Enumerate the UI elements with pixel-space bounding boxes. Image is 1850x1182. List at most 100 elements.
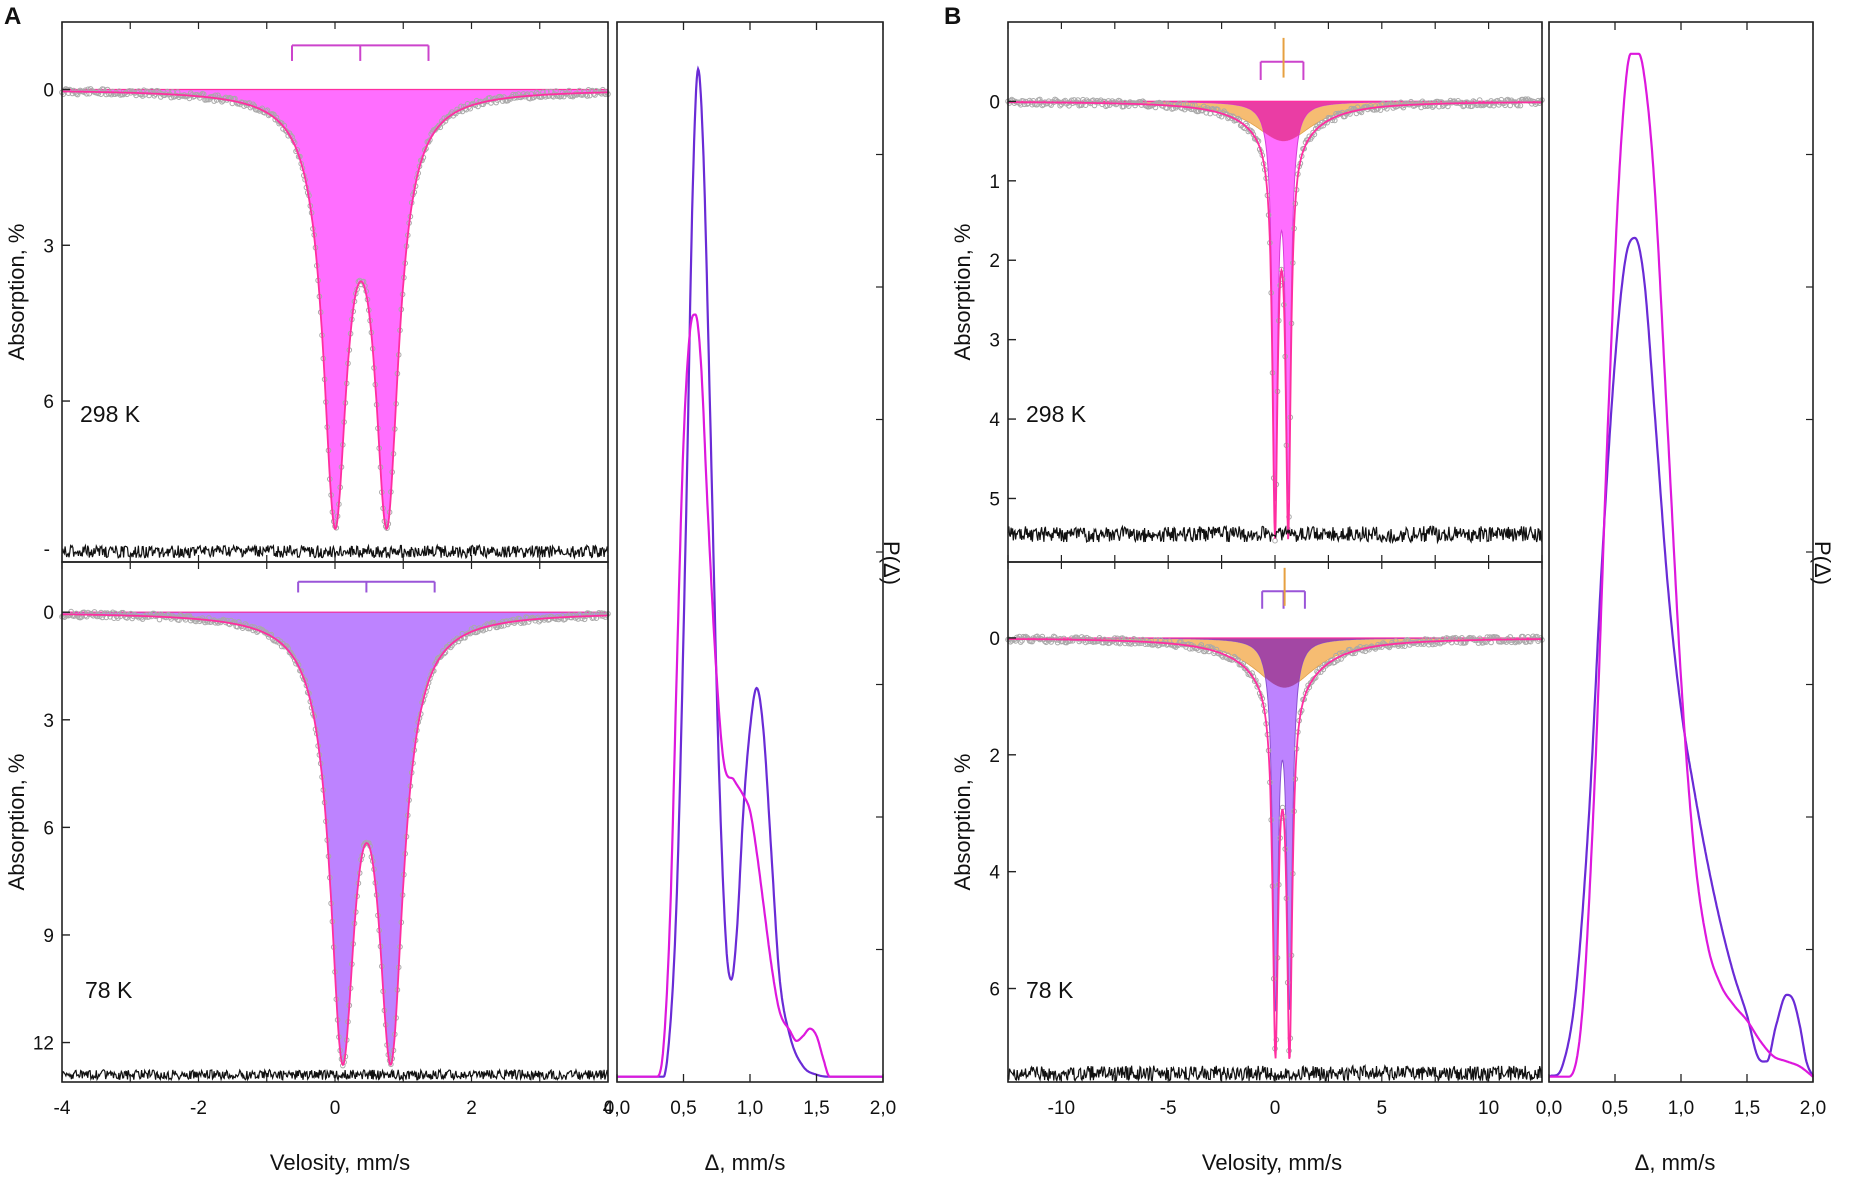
data-point: [161, 92, 168, 99]
axis-ticks: 0 3 6 9 12 -4 -2 0 2 4: [33, 562, 614, 1119]
plot-frame: [616, 21, 884, 1083]
y-tick-label: 4: [989, 410, 1000, 431]
temperature-label: 78 K: [1026, 977, 1074, 1003]
panel-b-p-delta-ylabel: P(Δ): [1810, 541, 1835, 585]
data-point: [1471, 99, 1478, 105]
y-axis-label: Absorption, %: [4, 224, 29, 361]
axis-ticks: 0,0 0,5 1,0 1,5 2,0: [1536, 22, 1826, 1119]
residual-curve: [1007, 524, 1543, 545]
x-tick-label: 0,0: [1536, 1098, 1562, 1119]
distribution-curve-298k: [617, 313, 883, 1078]
distribution-curve-78k: [617, 65, 883, 1078]
x-tick-label: 1,5: [803, 1098, 829, 1119]
panel-b-letter: B: [944, 3, 961, 30]
y-tick-label: 9: [43, 926, 54, 947]
spectrum-a-78k: 0 3 6 9 12 -4 -2 0 2 4 Absorption, % 78 K: [4, 561, 614, 1119]
data-point: [1305, 137, 1311, 143]
x-tick-label: 0,5: [670, 1098, 696, 1119]
x-tick-label: -2: [190, 1098, 207, 1119]
panel-a-delta-xlabel: Δ, mm/s: [705, 1150, 786, 1175]
panel-b: B Velosity, mm/s Δ, mm/s P(Δ): [944, 3, 1835, 1175]
y-tick-label: 3: [43, 711, 54, 732]
x-tick-label: 5: [1377, 1098, 1388, 1119]
y-axis-label: Absorption, %: [950, 224, 975, 361]
x-tick-label: 0,5: [1602, 1098, 1628, 1119]
panel-a-letter: A: [4, 3, 21, 30]
spectrum-b-298k: 0 1 2 3 4 5 Absorption, % 298 K: [950, 21, 1545, 563]
residual-curve: [1007, 1063, 1543, 1083]
x-tick-label: -10: [1048, 1098, 1075, 1119]
doublet-component-fill: [61, 89, 609, 530]
panel-b-delta-xlabel: Δ, mm/s: [1635, 1150, 1716, 1175]
overlap-region-fill: [1008, 638, 1542, 688]
data-point: [572, 615, 579, 621]
y-tick-label: 12: [33, 1034, 54, 1055]
data-point: [501, 94, 507, 100]
x-tick-label: 2,0: [870, 1098, 896, 1119]
panel-b-velocity-xlabel: Velosity, mm/s: [1202, 1150, 1342, 1175]
axis-ticks: 0,0 0,5 1,0 1,5 2,0: [604, 22, 896, 1119]
x-tick-label: 0: [1270, 1098, 1281, 1119]
data-point: [1272, 537, 1278, 544]
y-tick-label: 2: [989, 251, 1000, 272]
line-position-markers: [1259, 37, 1305, 80]
data-point: [1087, 638, 1094, 645]
x-tick-label: -4: [54, 1098, 71, 1119]
data-point: [108, 611, 115, 617]
fit-curve: [62, 613, 608, 1067]
overlap-region-fill: [1008, 101, 1542, 142]
distribution-curve-78k: [1548, 236, 1814, 1078]
line-position-markers: [291, 44, 430, 61]
y-tick-label: 3: [989, 331, 1000, 352]
data-point: [519, 619, 526, 625]
data-point: [1045, 98, 1052, 104]
x-tick-label: 10: [1478, 1098, 1499, 1119]
panel-a: A Velosity, mm/s Δ, mm/s P(Δ): [4, 3, 904, 1175]
y-axis-label: Absorption, %: [4, 754, 29, 891]
x-tick-label: 4: [603, 1098, 614, 1119]
data-point: [1020, 98, 1027, 104]
spectrum-b-78k: 0 2 4 6 -10 -5 0 5 10 Absorption, % 78 K: [950, 561, 1545, 1119]
doublet-component-fill: [1007, 100, 1543, 502]
distribution-a-distribution: 0,0 0,5 1,0 1,5 2,0: [604, 21, 896, 1119]
axis-ticks: 0 2 4 6 -10 -5 0 5 10: [989, 562, 1543, 1119]
y-tick-label: 0: [989, 629, 1000, 650]
temperature-label: 298 K: [80, 401, 141, 427]
y-tick-label: 0: [43, 603, 54, 624]
fit-curve: [62, 90, 609, 531]
y-tick-label: 4: [989, 863, 1000, 884]
y-tick-label: 2: [989, 746, 1000, 767]
x-tick-label: 1,0: [1668, 1098, 1694, 1119]
y-axis-label: Absorption, %: [950, 754, 975, 891]
line-position-markers: [297, 580, 436, 593]
data-point: [1131, 100, 1137, 106]
data-point: [290, 654, 297, 660]
x-tick-label: 2,0: [1800, 1098, 1826, 1119]
data-point: [427, 137, 433, 143]
y-tick-label: -: [44, 540, 50, 561]
data-point: [577, 612, 584, 619]
x-tick-label: 0: [330, 1098, 341, 1119]
x-tick-label: 1,0: [737, 1098, 763, 1119]
x-tick-label: 0,0: [604, 1098, 630, 1119]
x-tick-label: 1,5: [1734, 1098, 1760, 1119]
y-tick-label: 5: [989, 489, 1000, 510]
y-tick-label: 6: [43, 392, 54, 413]
y-tick-label: 0: [989, 92, 1000, 113]
doublet-component-fill: [1007, 637, 1543, 1012]
fit-curve: [1008, 101, 1542, 540]
y-tick-label: 6: [989, 980, 1000, 1001]
temperature-label: 298 K: [1026, 401, 1087, 427]
axis-ticks: 0 3 6 -: [43, 22, 609, 562]
distribution-b-distribution: 0,0 0,5 1,0 1,5 2,0: [1536, 21, 1826, 1119]
panel-a-velocity-xlabel: Velosity, mm/s: [270, 1150, 410, 1175]
temperature-label: 78 K: [85, 977, 133, 1003]
distribution-curve-298k: [1549, 52, 1814, 1078]
y-tick-label: 1: [989, 172, 1000, 193]
data-point: [1488, 639, 1494, 646]
fit-curve: [1008, 638, 1543, 1059]
x-tick-label: -5: [1160, 1098, 1177, 1119]
y-tick-label: 3: [43, 236, 54, 257]
